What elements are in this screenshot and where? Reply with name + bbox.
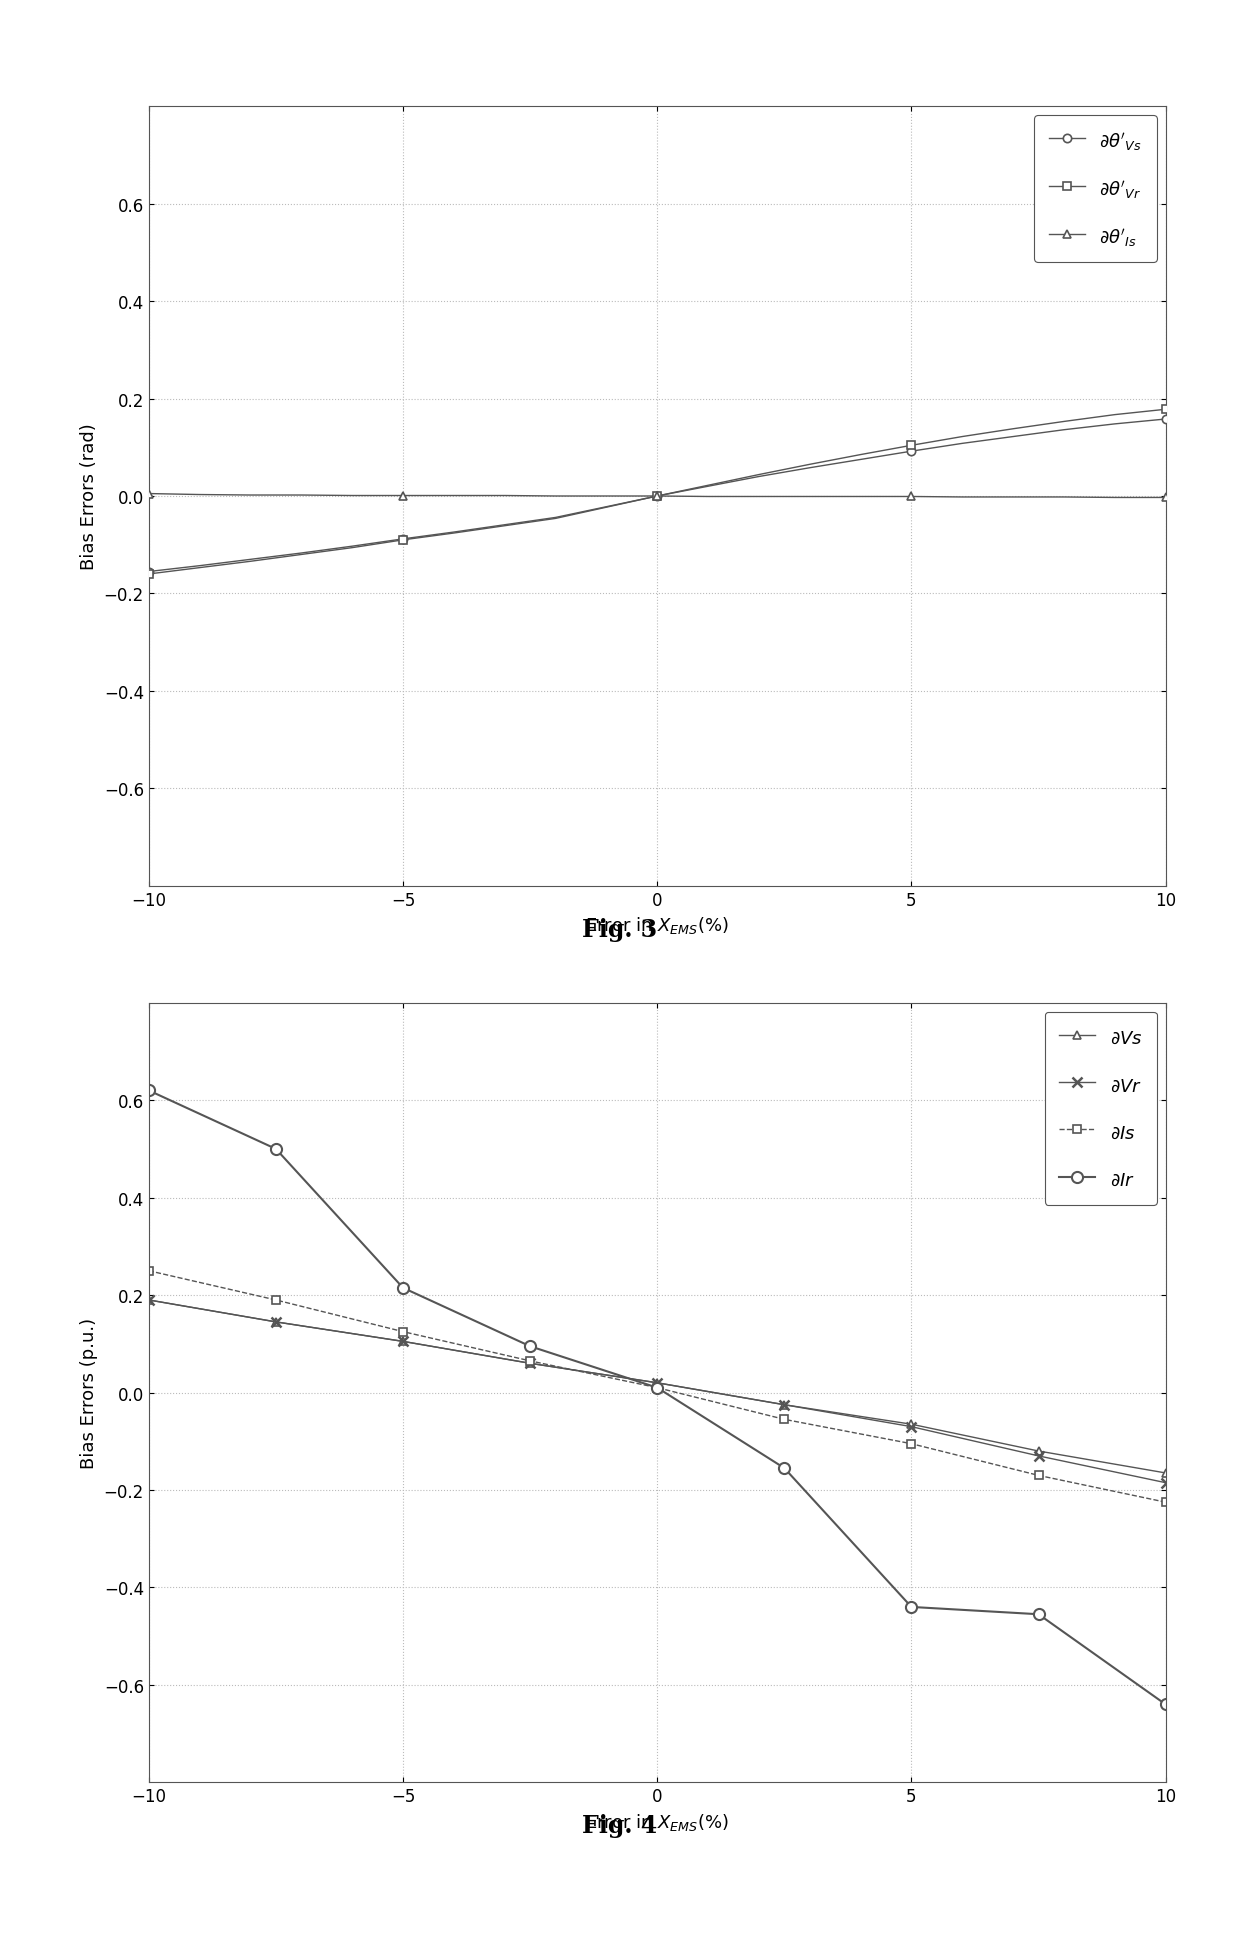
- $\partial\theta'_{Vr}$: [396, 528, 410, 553]
- $\partial Vr$: [650, 1371, 665, 1395]
- $\partial\theta'_{Is}$: [650, 485, 665, 508]
- $\partial Is$: [650, 1375, 665, 1399]
- $\partial Vs$: [141, 1290, 156, 1313]
- $\partial Ir$: [650, 1375, 665, 1399]
- Y-axis label: Bias Errors (p.u.): Bias Errors (p.u.): [81, 1317, 98, 1469]
- $\partial Vs$: [268, 1311, 283, 1334]
- $\partial Vs$: [650, 1371, 665, 1395]
- Text: Fig. 3: Fig. 3: [583, 918, 657, 941]
- Line: $\partial Vs$: $\partial Vs$: [145, 1295, 1169, 1477]
- Line: $\partial Is$: $\partial Is$: [145, 1266, 1169, 1506]
- $\partial Ir$: [904, 1595, 919, 1619]
- X-axis label: Error in $X_{EMS}$(%): Error in $X_{EMS}$(%): [585, 916, 729, 935]
- $\partial\theta'_{Vs}$: [904, 440, 919, 464]
- $\partial Is$: [522, 1350, 537, 1373]
- $\partial\theta'_{Is}$: [904, 485, 919, 508]
- $\partial\theta'_{Vr}$: [141, 563, 156, 586]
- $\partial Vr$: [776, 1393, 791, 1416]
- $\partial Ir$: [776, 1457, 791, 1480]
- $\partial Vs$: [776, 1393, 791, 1416]
- Text: Fig. 4: Fig. 4: [583, 1814, 657, 1837]
- $\partial Vr$: [904, 1414, 919, 1438]
- $\partial\theta'_{Vr}$: [650, 485, 665, 508]
- $\partial Ir$: [522, 1334, 537, 1358]
- Legend: $\partial Vs$, $\partial Vr$, $\partial Is$, $\partial Ir$: $\partial Vs$, $\partial Vr$, $\partial …: [1044, 1013, 1157, 1206]
- Line: $\partial\theta'_{Is}$: $\partial\theta'_{Is}$: [145, 491, 1169, 503]
- Legend: $\partial\theta'_{Vs}$, $\partial\theta'_{Vr}$, $\partial\theta'_{Is}$: $\partial\theta'_{Vs}$, $\partial\theta'…: [1034, 117, 1157, 263]
- $\partial Vs$: [522, 1352, 537, 1375]
- $\partial Ir$: [1158, 1693, 1173, 1716]
- $\partial Ir$: [268, 1138, 283, 1161]
- $\partial\theta'_{Vr}$: [904, 434, 919, 458]
- $\partial\theta'_{Vs}$: [141, 561, 156, 584]
- $\partial Vr$: [141, 1290, 156, 1313]
- Y-axis label: Bias Errors (rad): Bias Errors (rad): [81, 423, 98, 571]
- $\partial Is$: [396, 1321, 410, 1344]
- Line: $\partial\theta'_{Vr}$: $\partial\theta'_{Vr}$: [145, 405, 1169, 579]
- $\partial Vs$: [396, 1330, 410, 1354]
- Line: $\partial\theta'_{Vs}$: $\partial\theta'_{Vs}$: [145, 415, 1169, 577]
- $\partial Is$: [268, 1290, 283, 1313]
- $\partial Ir$: [396, 1276, 410, 1299]
- $\partial Is$: [1158, 1490, 1173, 1514]
- $\partial Ir$: [1032, 1603, 1047, 1627]
- $\partial Vr$: [1032, 1443, 1047, 1469]
- $\partial\theta'_{Is}$: [1158, 487, 1173, 510]
- $\partial\theta'_{Vr}$: [1158, 399, 1173, 423]
- $\partial Vr$: [396, 1330, 410, 1354]
- $\partial Vs$: [1158, 1461, 1173, 1484]
- $\partial\theta'_{Is}$: [141, 483, 156, 506]
- $\partial Is$: [1032, 1465, 1047, 1488]
- Line: $\partial Ir$: $\partial Ir$: [144, 1085, 1171, 1710]
- $\partial Vr$: [268, 1311, 283, 1334]
- $\partial Is$: [776, 1408, 791, 1432]
- $\partial Is$: [141, 1258, 156, 1282]
- $\partial Vr$: [522, 1352, 537, 1375]
- $\partial\theta'_{Is}$: [396, 485, 410, 508]
- $\partial Vs$: [904, 1412, 919, 1436]
- $\partial Vr$: [1158, 1471, 1173, 1494]
- $\partial Vs$: [1032, 1440, 1047, 1463]
- Line: $\partial Vr$: $\partial Vr$: [144, 1295, 1171, 1488]
- $\partial Ir$: [141, 1079, 156, 1103]
- $\partial\theta'_{Vs}$: [650, 485, 665, 508]
- $\partial Is$: [904, 1432, 919, 1455]
- X-axis label: Error in $X_{EMS}$(%): Error in $X_{EMS}$(%): [585, 1812, 729, 1831]
- $\partial\theta'_{Vs}$: [1158, 407, 1173, 431]
- $\partial\theta'_{Vs}$: [396, 528, 410, 551]
